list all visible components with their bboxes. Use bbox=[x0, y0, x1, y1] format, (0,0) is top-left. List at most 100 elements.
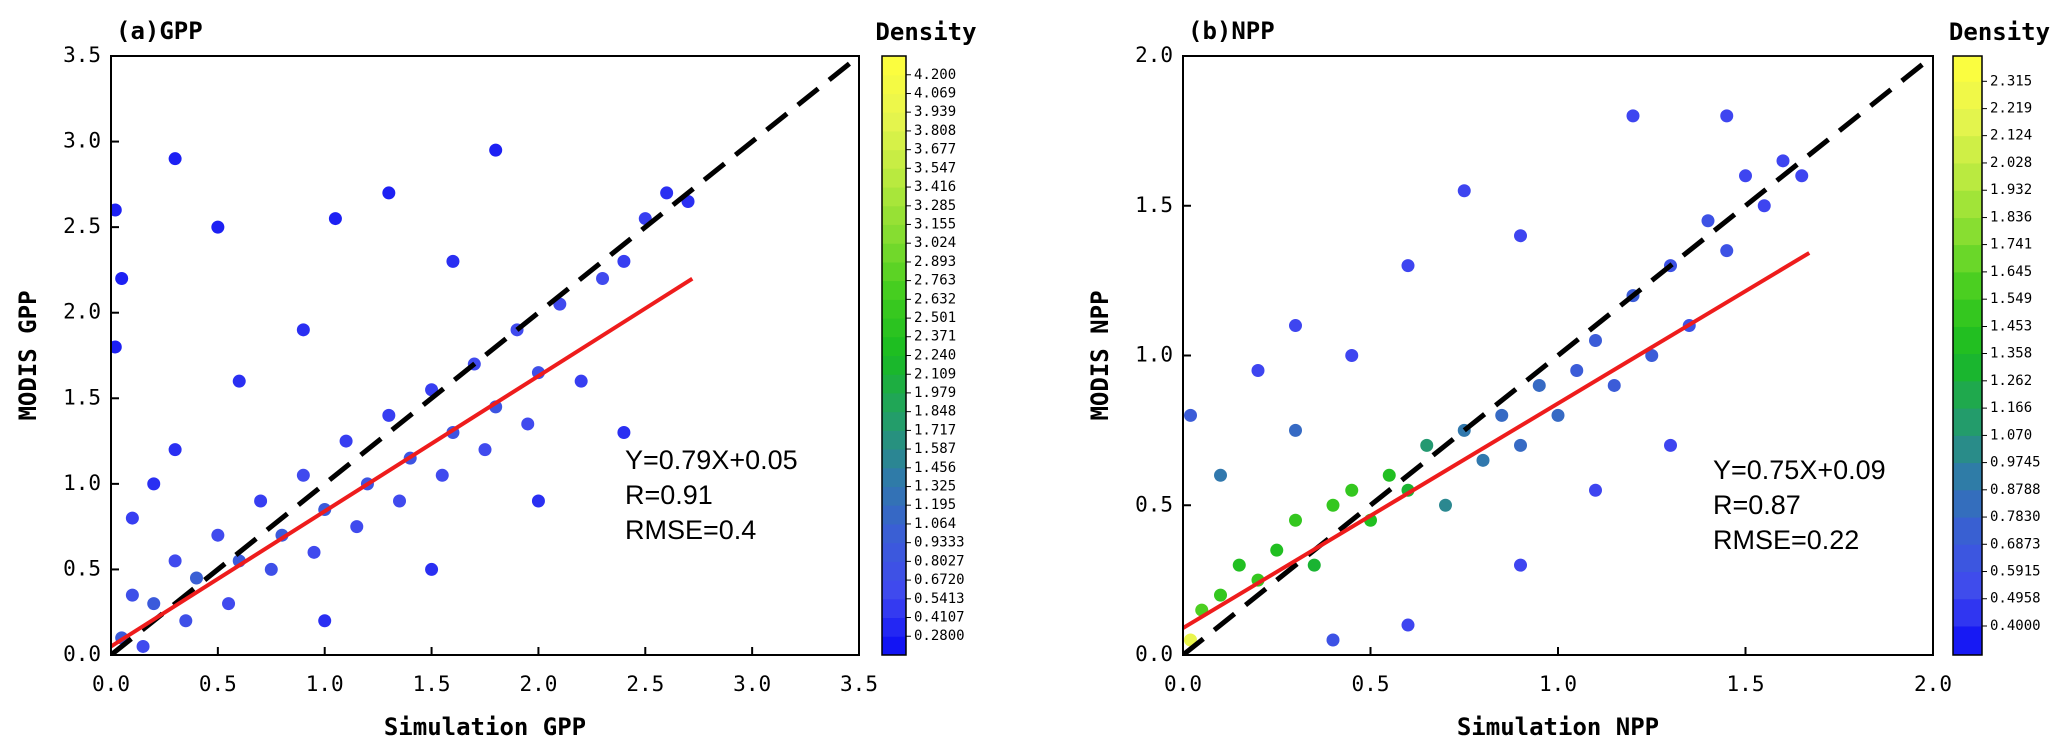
point bbox=[1439, 498, 1452, 512]
point bbox=[1551, 408, 1565, 422]
point bbox=[339, 434, 353, 448]
point bbox=[1401, 618, 1415, 632]
point bbox=[115, 271, 129, 285]
colorbar-band bbox=[882, 243, 906, 263]
point bbox=[296, 323, 310, 337]
y-tick-label: 3.0 bbox=[63, 129, 101, 153]
colorbar-frame bbox=[1952, 55, 1983, 656]
point bbox=[382, 408, 396, 422]
x-tick-label: 1.5 bbox=[1727, 672, 1765, 696]
point bbox=[189, 571, 203, 585]
point bbox=[382, 186, 396, 200]
colorbar-band bbox=[1953, 489, 1982, 518]
colorbar-title: Density bbox=[1949, 18, 2050, 46]
x-tick-label: 3.0 bbox=[733, 672, 771, 696]
colorbar-tick-label: 2.240 bbox=[914, 348, 956, 364]
colorbar-tick-label: 1.195 bbox=[914, 497, 956, 513]
point bbox=[1214, 468, 1227, 482]
colorbar-tick-label: 1.453 bbox=[1990, 318, 2032, 334]
point bbox=[232, 374, 246, 388]
colorbar-tick-label: 0.9333 bbox=[914, 535, 965, 551]
colorbar-tick-label: 0.4107 bbox=[914, 610, 965, 626]
annotation: Y=0.75X+0.09 bbox=[1713, 455, 1886, 485]
y-tick-label: 3.5 bbox=[63, 43, 101, 67]
colorbar-band bbox=[1953, 217, 1982, 246]
point bbox=[1214, 588, 1227, 602]
point bbox=[1589, 334, 1602, 348]
colorbar-band bbox=[1953, 598, 1982, 627]
colorbar-band bbox=[1953, 190, 1982, 219]
colorbar-band bbox=[882, 355, 906, 375]
point bbox=[211, 220, 225, 234]
point bbox=[125, 588, 139, 602]
point bbox=[1232, 558, 1246, 572]
point bbox=[660, 186, 674, 200]
colorbar-tick-label: 1.979 bbox=[914, 385, 956, 401]
x-tick-label: 1.0 bbox=[1539, 672, 1577, 696]
point bbox=[350, 520, 364, 534]
point bbox=[1570, 363, 1584, 377]
colorbar-tick-label: 1.166 bbox=[1990, 400, 2032, 416]
colorbar-band bbox=[882, 187, 906, 207]
colorbar-band bbox=[1953, 81, 1982, 110]
colorbar-tick-label: 1.549 bbox=[1990, 291, 2032, 307]
colorbar-band bbox=[882, 449, 906, 469]
colorbar-tick-label: 1.358 bbox=[1990, 346, 2032, 362]
point bbox=[136, 639, 150, 653]
y-tick-label: 0.5 bbox=[1135, 492, 1173, 516]
colorbar-band bbox=[882, 149, 906, 169]
x-tick-label: 0.0 bbox=[1164, 672, 1202, 696]
x-tick-label: 2.0 bbox=[519, 672, 557, 696]
point bbox=[222, 597, 236, 611]
y-tick-label: 1.0 bbox=[63, 471, 101, 495]
point bbox=[1776, 154, 1790, 168]
colorbar-tick-label: 0.2800 bbox=[914, 628, 965, 644]
colorbar-band bbox=[882, 280, 906, 300]
point bbox=[168, 152, 182, 166]
colorbar-tick-label: 0.9745 bbox=[1990, 455, 2041, 471]
panel: 0.0 0.5 1.0 1.5 2.0 0.0 0.5 1.0 1.5 2.0 (b)NPP Simu… bbox=[1086, 17, 2050, 741]
colorbar-tick-label: 2.315 bbox=[1990, 73, 2032, 89]
colorbar-tick-label: 1.325 bbox=[914, 479, 956, 495]
point bbox=[446, 254, 460, 268]
colorbar-tick-label: 0.4958 bbox=[1990, 591, 2041, 607]
x-tick-label: 0.5 bbox=[1352, 672, 1390, 696]
colorbar-band bbox=[882, 467, 906, 488]
point bbox=[478, 443, 492, 457]
annotation: RMSE=0.4 bbox=[625, 515, 756, 545]
point bbox=[147, 597, 161, 611]
y-tick-label: 0.0 bbox=[63, 642, 101, 666]
colorbar-band bbox=[1953, 517, 1982, 545]
point bbox=[1289, 423, 1302, 437]
colorbar-band bbox=[882, 299, 906, 319]
colorbar-tick-label: 2.028 bbox=[1990, 155, 2032, 171]
x-axis-label: Simulation GPP bbox=[384, 713, 586, 741]
fit-line bbox=[1183, 251, 1811, 630]
colorbar-band bbox=[882, 112, 906, 132]
colorbar-band bbox=[1953, 162, 1982, 191]
colorbar-tick-label: 3.285 bbox=[914, 198, 956, 214]
points bbox=[111, 143, 695, 653]
point bbox=[1795, 169, 1809, 183]
colorbar-band bbox=[1953, 625, 1982, 656]
point bbox=[1457, 184, 1471, 198]
x-tick-label: 2.5 bbox=[626, 672, 664, 696]
point bbox=[1420, 438, 1434, 452]
point bbox=[1514, 558, 1527, 572]
point bbox=[1701, 214, 1715, 228]
colorbar-tick-label: 1.848 bbox=[914, 404, 956, 420]
colorbar-tick-label: 0.4000 bbox=[1990, 618, 2041, 634]
colorbar-tick-label: 1.717 bbox=[914, 422, 956, 438]
colorbar-band bbox=[1953, 135, 1982, 164]
colorbar-band bbox=[882, 74, 906, 95]
point bbox=[435, 468, 449, 482]
colorbar-band bbox=[882, 636, 906, 656]
colorbar-tick-label: 3.416 bbox=[914, 179, 956, 195]
colorbar-band bbox=[882, 430, 906, 450]
point bbox=[1645, 349, 1659, 362]
point bbox=[125, 511, 139, 525]
x-tick-label: 1.0 bbox=[306, 672, 344, 696]
colorbar-band bbox=[882, 168, 906, 188]
point bbox=[617, 426, 631, 440]
